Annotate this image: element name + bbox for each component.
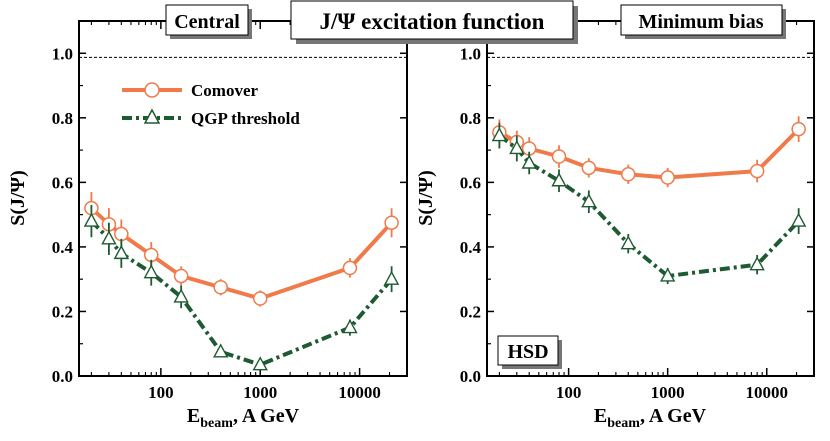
data-point-triangle [660,267,676,282]
x-axis-label: Ebeam, A GeV [187,405,300,431]
y-tick-label: 0.0 [52,367,73,386]
data-point-triangle [581,193,597,208]
x-axis-label-rest: , A GeV [640,405,707,427]
panel-label-bg [620,4,783,36]
data-point-circle [213,280,228,295]
data-point-triangle [790,212,807,227]
panel-label-box: Minimum bias [620,4,786,39]
legend-comover-label: Comover [191,81,258,100]
data-point-circle [791,121,806,137]
series-group [83,192,400,371]
x-axis-ticks: 100 1000 10000 [90,21,408,402]
legend-comover-marker [144,82,160,98]
x-axis-label-main: E [187,405,200,427]
panel-label-central: Central [174,11,240,33]
x-axis-label: Ebeam, A GeV [594,405,707,431]
y-tick-label: 1.0 [460,44,481,63]
model-label-box: HSD [497,335,562,369]
y-tick-label: 0.2 [52,302,73,321]
panel-label-box: Central [165,4,252,39]
x-tick-label: 1000 [651,383,685,402]
plot-frame [486,20,815,377]
series-line [90,206,394,301]
y-tick-label: 0.6 [52,173,73,192]
data-point-triangle [342,319,358,334]
y-tick-label: 0.4 [52,238,74,257]
x-tick-label: 100 [148,383,174,402]
data-point-triangle [509,140,525,155]
data-point-triangle [749,256,765,271]
data-point-circle [173,268,189,284]
y-axis-ticks: 0.0 0.2 0.4 0.6 0.8 1.0 [460,44,814,386]
panel-label-minimum-bias: Minimum bias [638,11,763,33]
data-point-circle [114,226,129,242]
x-tick-label: 1000 [243,383,277,402]
data-point-triangle [213,343,229,358]
data-point-circle [581,160,597,176]
x-axis-label-sub: beam [607,416,640,431]
main-title: J/Ψ excitation function [320,9,545,34]
data-point-triangle [521,154,537,169]
y-axis-ticks: 0.0 0.2 0.4 0.6 0.8 1.0 [52,44,407,386]
model-label-hsd: HSD [507,341,548,363]
y-tick-label: 0.8 [460,109,481,128]
y-axis-label: S(J/Ψ) [7,170,29,226]
panel-label-bg [165,4,249,36]
x-axis-label-rest: , A GeV [233,405,300,427]
data-point-triangle [83,212,100,227]
data-point-circle [384,215,399,230]
legend-qgp-label: QGP threshold [191,109,300,128]
x-axis-label-main: E [594,405,607,427]
x-axis-ticks: 100 1000 10000 [498,21,815,402]
data-point-circle [143,247,159,263]
y-tick-label: 0.4 [460,238,482,257]
legend-qgp-marker [143,108,161,124]
data-point-triangle [620,235,636,250]
main-title-box: J/Ψ excitation function [290,0,578,44]
data-point-triangle [143,264,159,279]
data-point-circle [749,163,765,179]
legend: Comover QGP threshold [122,81,300,128]
data-point-triangle [491,127,508,142]
x-tick-label: 10000 [745,383,788,402]
y-tick-label: 0.0 [460,367,481,386]
panel-minimum-bias: 0.0 0.2 0.4 0.6 0.8 1.0 100 1000 10000 S(J/Ψ) E… [415,4,815,431]
y-tick-label: 0.2 [460,302,481,321]
y-tick-label: 1.0 [52,44,73,63]
data-point-triangle [173,288,189,303]
x-tick-label: 100 [556,383,582,402]
data-point-circle [660,170,675,185]
data-point-circle [252,291,268,306]
data-point-triangle [551,172,567,187]
y-tick-label: 0.6 [460,173,481,192]
x-tick-label: 10000 [338,383,381,402]
data-point-triangle [252,356,268,371]
data-point-triangle [383,270,400,285]
data-point-circle [551,149,567,164]
y-tick-label: 0.8 [52,109,73,128]
x-axis-label-sub: beam [200,416,233,431]
data-point-circle [342,260,358,276]
plot-frame [78,20,408,377]
series-group [491,116,807,285]
data-point-triangle [101,230,117,245]
series-line [498,133,801,278]
model-label-bg [497,335,559,366]
panel-central: 0.0 0.2 0.4 0.6 0.8 1.0 100 1000 10000 S(J/Ψ) E… [7,4,408,431]
y-axis-label: S(J/Ψ) [415,170,437,226]
main-title-bg [290,0,574,40]
data-point-circle [621,167,636,182]
data-point-triangle [113,244,130,260]
